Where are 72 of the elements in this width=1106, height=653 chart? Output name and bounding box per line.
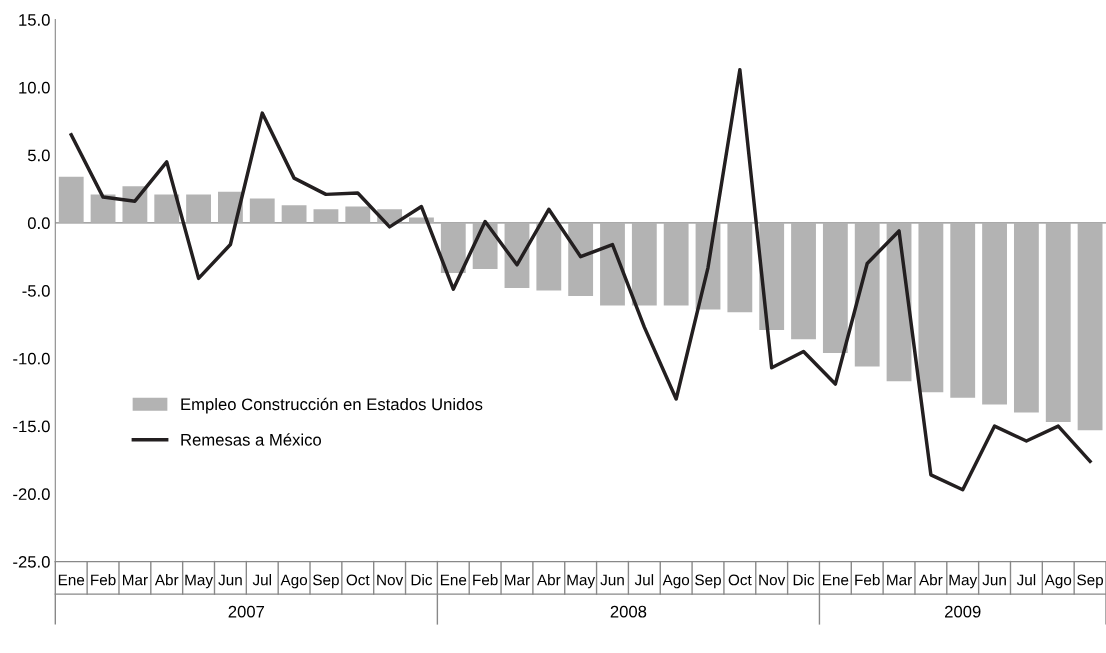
x-tick-label: Sep bbox=[695, 574, 721, 589]
x-tick-label: Abr bbox=[154, 574, 179, 586]
text: 2008 bbox=[610, 605, 647, 618]
bar bbox=[982, 222, 1007, 405]
bar bbox=[313, 209, 339, 223]
x-tick-label: Jul bbox=[1016, 574, 1036, 586]
y-tick-label: -25.0 bbox=[13, 555, 50, 568]
x-tick-label: Ago bbox=[280, 574, 308, 589]
bar bbox=[249, 198, 275, 223]
line-series bbox=[69, 67, 1092, 492]
bar bbox=[58, 176, 84, 223]
bar bbox=[90, 194, 116, 223]
y-tick-label: -10.0 bbox=[13, 352, 50, 365]
bar bbox=[345, 206, 371, 223]
x-tick-label: Oct bbox=[728, 574, 752, 586]
bar bbox=[631, 222, 657, 306]
bar bbox=[1013, 222, 1039, 413]
x-tick-label: Jun bbox=[982, 574, 1006, 586]
x-tick-label: Dic bbox=[793, 574, 815, 586]
x-tick-label: May bbox=[949, 574, 978, 589]
bar bbox=[1045, 222, 1071, 423]
bar bbox=[663, 222, 689, 306]
x-tick-label: May bbox=[185, 574, 213, 589]
x-tick-label: Jun bbox=[218, 574, 242, 586]
text: 2007 bbox=[228, 605, 265, 618]
x-tick-label: Ene bbox=[823, 574, 849, 586]
y-tick-label: -20.0 bbox=[13, 488, 50, 501]
x-tick-label: Ene bbox=[58, 574, 85, 586]
bar bbox=[727, 222, 753, 313]
x-tick-label: Mar bbox=[505, 574, 530, 586]
x-tick-label: Nov bbox=[759, 574, 786, 586]
x-tick-label: Jul bbox=[634, 574, 654, 586]
x-tick-label: May bbox=[567, 574, 596, 589]
x-tick-label: Dic bbox=[411, 574, 433, 586]
x-tick-label: Abr bbox=[919, 574, 943, 586]
legend-label: Empleo Construcción en Estados Unidos bbox=[181, 397, 483, 414]
x-tick-label: Ago bbox=[1044, 574, 1072, 589]
x-tick-label: Feb bbox=[91, 574, 116, 586]
x-tick-label: Oct bbox=[346, 574, 370, 586]
x-tick-label: Jun bbox=[600, 574, 624, 586]
y-tick-label: 0.0 bbox=[27, 217, 50, 230]
bar bbox=[854, 222, 880, 367]
bar bbox=[281, 205, 307, 223]
x-tick-label: Ago bbox=[662, 574, 690, 589]
bar bbox=[1077, 222, 1103, 431]
bar bbox=[568, 222, 594, 296]
x-tick-label: Feb bbox=[473, 574, 498, 586]
y-tick-label: 5.0 bbox=[27, 149, 50, 162]
y-tick-label: -15.0 bbox=[13, 420, 50, 433]
text: 2009 bbox=[945, 605, 981, 618]
x-tick-label: Mar bbox=[123, 574, 148, 586]
y-tick-label: -5.0 bbox=[22, 284, 50, 297]
x-tick-label: Sep bbox=[1077, 574, 1104, 589]
x-tick-label: Feb bbox=[855, 574, 880, 586]
bar bbox=[791, 222, 816, 340]
bar bbox=[536, 222, 562, 291]
bar bbox=[822, 222, 848, 353]
bar bbox=[600, 222, 625, 306]
bar bbox=[154, 194, 180, 223]
x-tick-label: Abr bbox=[536, 574, 561, 586]
legend-label: Remesas a México bbox=[181, 433, 322, 446]
bar bbox=[186, 194, 211, 223]
bar bbox=[950, 222, 976, 398]
x-tick-label: Ene bbox=[440, 574, 467, 586]
x-tick-label: Jul bbox=[252, 574, 271, 586]
x-tick-label: Nov bbox=[377, 574, 404, 586]
x-tick-label: Mar bbox=[887, 574, 912, 586]
bar bbox=[440, 222, 466, 273]
y-tick-label: 15.0 bbox=[19, 13, 50, 26]
x-tick-label: Sep bbox=[313, 574, 339, 589]
y-tick-label: 10.0 bbox=[19, 81, 50, 94]
bar bbox=[918, 222, 944, 393]
